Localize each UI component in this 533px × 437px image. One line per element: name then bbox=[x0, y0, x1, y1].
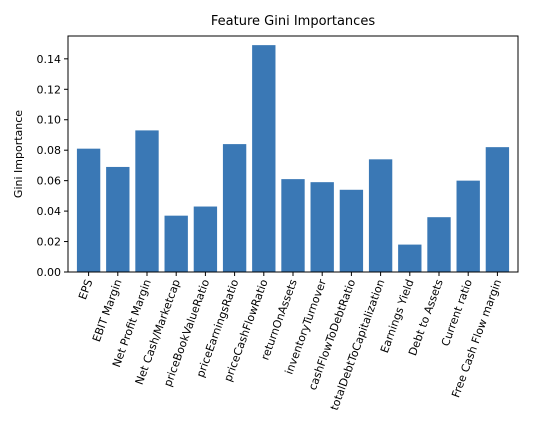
bar bbox=[76, 148, 101, 272]
y-tick-label: 0.12 bbox=[37, 83, 62, 96]
bar bbox=[252, 45, 276, 272]
chart-title: Feature Gini Importances bbox=[211, 14, 375, 29]
y-tick-label: 0.00 bbox=[37, 266, 62, 279]
x-tick-label: EBIT Margin bbox=[90, 278, 125, 344]
y-tick-label: 0.04 bbox=[37, 205, 62, 218]
bar bbox=[368, 159, 393, 272]
bar bbox=[135, 130, 159, 272]
bar bbox=[193, 206, 218, 272]
bar bbox=[339, 189, 364, 272]
y-tick-label: 0.02 bbox=[37, 236, 62, 249]
bars-group bbox=[76, 45, 510, 272]
bar bbox=[456, 180, 480, 272]
y-tick-label: 0.06 bbox=[37, 175, 62, 188]
x-tick-label: EPS bbox=[76, 278, 95, 302]
y-tick-label: 0.10 bbox=[37, 114, 62, 127]
y-tick-label: 0.14 bbox=[37, 53, 62, 66]
bar bbox=[485, 147, 510, 272]
y-tick-label: 0.08 bbox=[37, 144, 62, 157]
bar bbox=[164, 215, 188, 272]
y-axis-label: Gini Importance bbox=[12, 110, 25, 198]
bar bbox=[106, 166, 130, 272]
bar bbox=[281, 179, 305, 272]
bar bbox=[427, 217, 451, 272]
x-tick-label: totalDebtToCapitalization bbox=[328, 278, 388, 413]
y-axis-ticks: 0.00 0.02 0.04 0.06 0.08 0.10 0.12 0.14 bbox=[37, 53, 68, 279]
bar bbox=[222, 144, 247, 272]
bar bbox=[310, 182, 334, 272]
plot-frame bbox=[67, 35, 519, 273]
bar bbox=[398, 244, 422, 272]
